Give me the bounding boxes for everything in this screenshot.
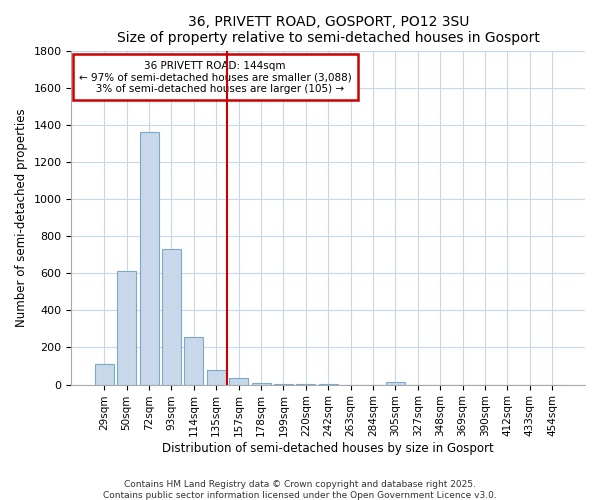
Title: 36, PRIVETT ROAD, GOSPORT, PO12 3SU
Size of property relative to semi-detached h: 36, PRIVETT ROAD, GOSPORT, PO12 3SU Size… <box>117 15 539 45</box>
X-axis label: Distribution of semi-detached houses by size in Gosport: Distribution of semi-detached houses by … <box>163 442 494 455</box>
Bar <box>229 378 248 384</box>
Bar <box>162 249 181 384</box>
Bar <box>140 132 158 384</box>
Text: 36 PRIVETT ROAD: 144sqm
← 97% of semi-detached houses are smaller (3,088)
   3% : 36 PRIVETT ROAD: 144sqm ← 97% of semi-de… <box>79 60 352 94</box>
Bar <box>386 382 405 384</box>
Bar <box>184 338 203 384</box>
Y-axis label: Number of semi-detached properties: Number of semi-detached properties <box>15 108 28 327</box>
Text: Contains HM Land Registry data © Crown copyright and database right 2025.
Contai: Contains HM Land Registry data © Crown c… <box>103 480 497 500</box>
Bar <box>95 364 114 384</box>
Bar <box>251 382 271 384</box>
Bar <box>117 272 136 384</box>
Bar <box>207 370 226 384</box>
